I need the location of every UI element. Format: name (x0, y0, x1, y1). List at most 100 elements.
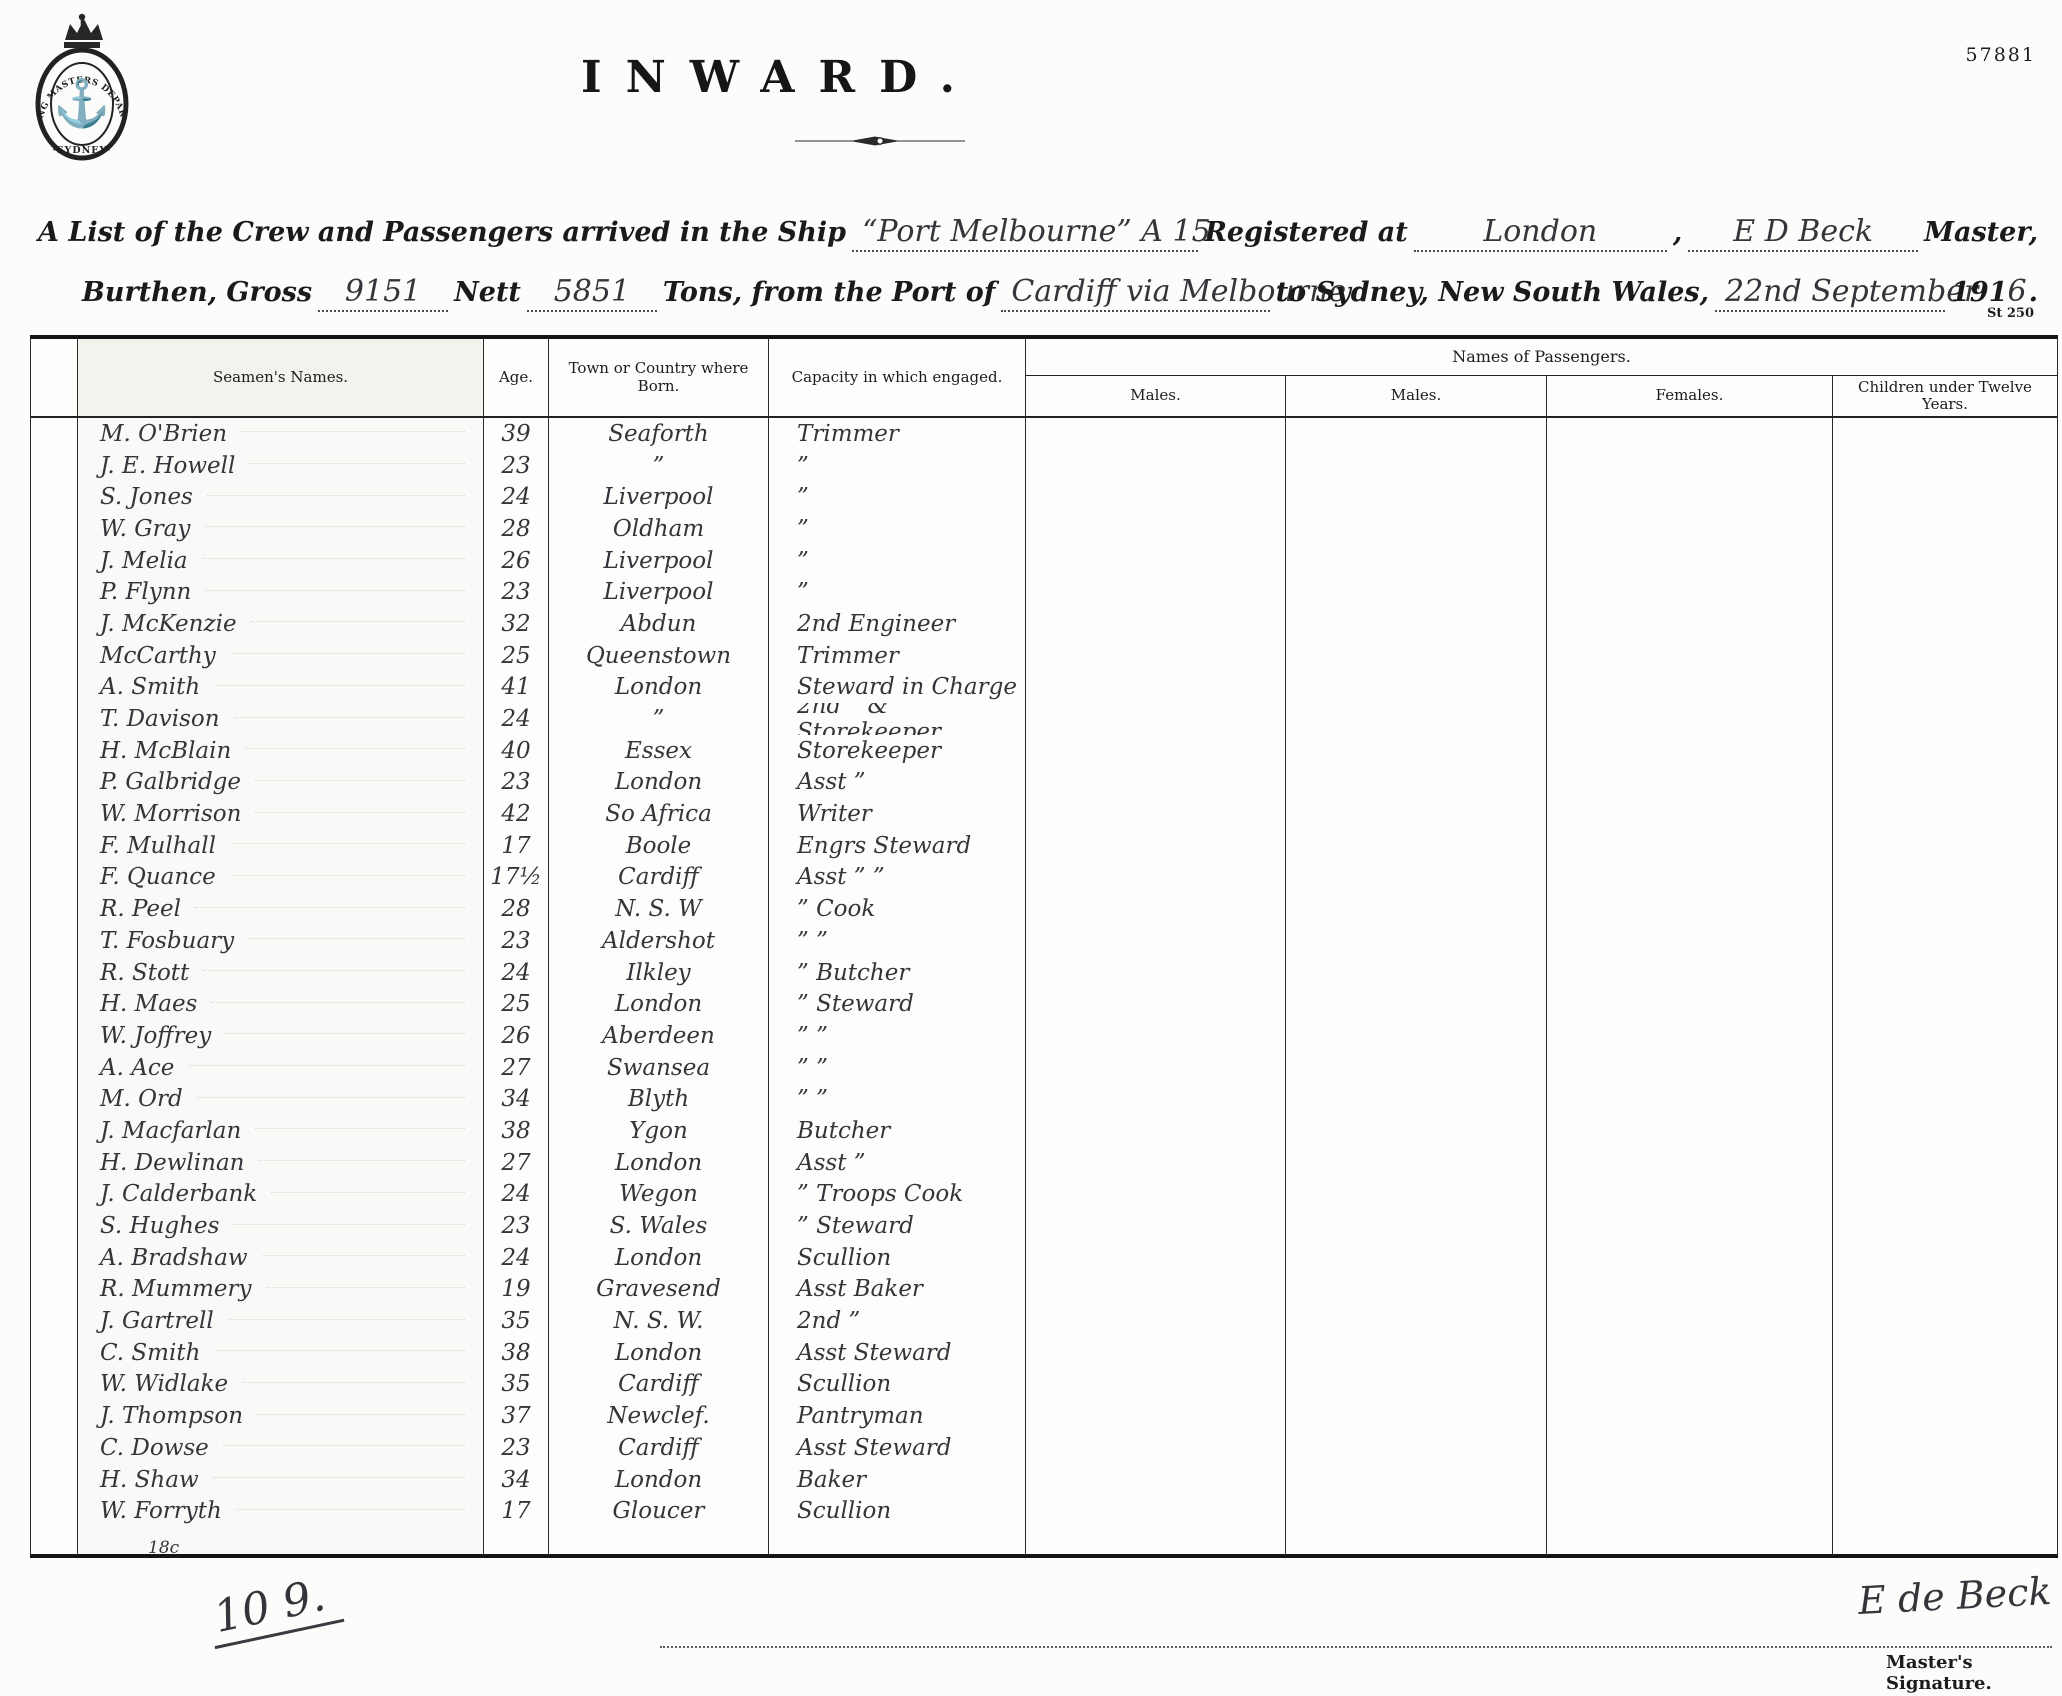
passenger-males-cell-1 (1026, 1495, 1286, 1528)
passenger-females-cell (1547, 1336, 1833, 1369)
crew-capacity-cell: Steward in Charge (769, 671, 1026, 704)
passenger-children-cell (1833, 703, 2057, 735)
dotted-guide-line (271, 1191, 465, 1193)
passenger-males-cell-1 (1026, 1178, 1286, 1211)
passenger-males-cell-2 (1286, 1210, 1547, 1242)
row-index-cell (31, 449, 78, 482)
crew-capacity-cell: Scullion (769, 1241, 1026, 1274)
dotted-guide-line (245, 747, 465, 750)
dotted-guide-line (255, 1127, 465, 1130)
row-index-cell (31, 703, 78, 735)
crew-capacity-cell: 2nd ” & Storekeeper (769, 703, 1026, 735)
crew-capacity-cell: ” (769, 481, 1026, 514)
dotted-guide-line (261, 1254, 465, 1257)
passenger-children-cell (1833, 1052, 2057, 1084)
nett-tons-value: 5851 (526, 274, 657, 312)
passenger-males-cell-1 (1026, 608, 1286, 640)
table-row: S. Hughes 23 S. Wales ” Steward (31, 1210, 2057, 1242)
table-row: T. Davison 24 ” 2nd ” & Storekeeper (31, 703, 2057, 735)
seamen-names-header: Seamen's Names. (78, 339, 484, 416)
passenger-children-cell (1833, 1083, 2057, 1115)
crew-born-cell: London (549, 988, 769, 1021)
passenger-males-cell-2 (1286, 449, 1547, 482)
passenger-males-cell-2 (1286, 956, 1547, 989)
crew-born-cell: Seaforth (549, 418, 769, 450)
passenger-males-cell-1 (1026, 639, 1286, 672)
crew-capacity-cell: Pantryman (769, 1400, 1026, 1432)
passenger-males-cell-2 (1286, 1020, 1547, 1052)
crew-capacity-cell: Writer (769, 798, 1026, 830)
crew-name-cell: H. Maes (78, 988, 484, 1021)
dotted-guide-line (211, 1001, 465, 1003)
passenger-males-cell-1 (1026, 1305, 1286, 1337)
passenger-females-cell (1547, 1241, 1833, 1274)
crew-name-cell: W. Joffrey (78, 1020, 484, 1052)
passenger-females-cell (1547, 1368, 1833, 1401)
crew-capacity-cell: ” Steward (769, 988, 1026, 1021)
dotted-guide-line (214, 1349, 465, 1352)
ship-name-value: “Port Melbourne” A 15 (852, 214, 1211, 252)
passenger-males-cell-2 (1286, 1463, 1547, 1496)
passenger-males-cell-1 (1026, 766, 1286, 799)
dotted-guide-line (250, 620, 465, 623)
table-row: R. Stott 24 Ilkley ” Butcher (31, 956, 2057, 989)
crew-born-cell: Queenstown (549, 639, 769, 672)
crew-capacity-cell: ” ” (769, 1051, 1026, 1084)
passenger-children-cell (1833, 450, 2057, 482)
signature-line (660, 1646, 2052, 1648)
crew-age-cell: 34 (484, 1463, 549, 1496)
crew-born-cell: London (549, 1336, 769, 1369)
passenger-children-cell (1833, 608, 2057, 640)
passenger-males-cell-2 (1286, 513, 1547, 545)
row-index-cell (31, 1336, 78, 1369)
age-header: Age. (484, 339, 549, 416)
crew-name-cell: J. Gartrell (78, 1305, 484, 1337)
capacity-header: Capacity in which engaged. (769, 339, 1026, 416)
crew-age-cell: 41 (484, 671, 549, 704)
registered-at-value: London (1413, 214, 1667, 252)
table-row: P. Galbridge 23 London Asst ” (31, 766, 2057, 799)
dotted-guide-line (248, 937, 465, 940)
crew-name-cell: J. Thompson (78, 1400, 484, 1432)
passenger-males-cell-2 (1286, 1178, 1547, 1211)
crew-age-cell: 35 (484, 1305, 549, 1337)
row-index-cell (31, 1178, 78, 1211)
crew-capacity-cell: ” Steward (769, 1210, 1026, 1242)
intro-lead-text: A List of the Crew and Passengers arrive… (38, 217, 847, 248)
master-signature: E de Beck (1856, 1568, 2053, 1624)
crew-age-cell: 38 (484, 1115, 549, 1147)
crew-age-cell: 34 (484, 1083, 549, 1116)
crew-age-cell: 28 (484, 893, 549, 925)
table-row: A. Smith 41 London Steward in Charge (31, 671, 2057, 704)
crew-name-cell: R. Mummery (78, 1273, 484, 1306)
crew-born-cell: Blyth (549, 1083, 769, 1116)
crew-age-cell: 28 (484, 513, 549, 545)
crew-born-cell: ” (549, 703, 769, 735)
dotted-guide-line (233, 716, 465, 718)
crew-capacity-cell: ” ” (769, 1083, 1026, 1116)
passenger-females-cell (1547, 1432, 1833, 1464)
passenger-children-cell (1833, 925, 2057, 957)
dotted-guide-line (255, 811, 465, 813)
table-row: M. O'Brien 39 Seaforth Trimmer (31, 418, 2057, 450)
crew-capacity-cell: Trimmer (769, 418, 1026, 450)
passenger-males-cell-2 (1286, 1273, 1547, 1306)
passenger-males-cell-2 (1286, 1305, 1547, 1337)
passenger-children-cell (1833, 1210, 2057, 1242)
crew-capacity-cell: Butcher (769, 1115, 1026, 1147)
crew-born-cell: Cardiff (549, 861, 769, 894)
crew-born-cell: London (549, 1463, 769, 1496)
females-header: Females. (1547, 376, 1833, 416)
crew-born-cell: Gravesend (549, 1273, 769, 1306)
crew-capacity-cell: Scullion (769, 1368, 1026, 1401)
passenger-children-cell (1833, 1369, 2057, 1401)
table-row: C. Dowse 23 Cardiff Asst Steward (31, 1432, 2057, 1464)
passenger-males-cell-2 (1286, 1400, 1547, 1432)
crew-born-cell: Gloucer (549, 1495, 769, 1528)
master-label: Master, (1924, 217, 2038, 248)
crew-age-cell: 19 (484, 1273, 549, 1306)
passenger-males-cell-2 (1286, 639, 1547, 672)
passenger-females-cell (1547, 639, 1833, 672)
nett-label: Nett (454, 277, 521, 308)
